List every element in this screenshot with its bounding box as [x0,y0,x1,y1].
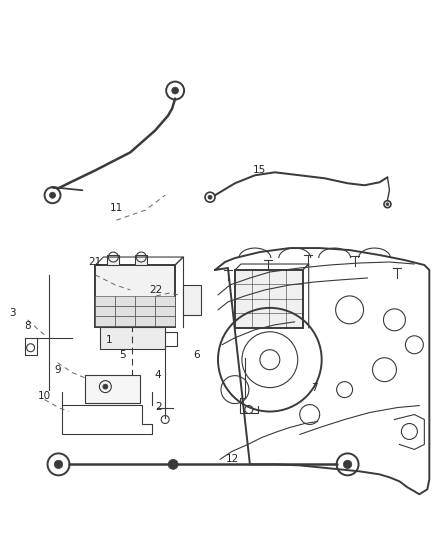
Text: 5: 5 [119,350,126,360]
Circle shape [103,384,108,389]
Bar [85,375,140,402]
Bar [100,327,165,349]
Bar [115,316,135,326]
Text: 3: 3 [9,308,16,318]
Text: 9: 9 [54,365,61,375]
Circle shape [386,203,389,206]
Bar [235,270,303,328]
Bar [115,306,135,316]
Bar [115,296,135,306]
Text: 2: 2 [155,401,162,411]
Circle shape [343,460,352,469]
Text: 8: 8 [24,321,31,331]
Text: 21: 21 [88,257,101,267]
Bar [95,316,115,326]
Text: 12: 12 [225,455,239,464]
Circle shape [49,192,56,198]
Text: 11: 11 [110,203,123,213]
Text: 7: 7 [311,383,318,393]
Bar [135,255,147,265]
Bar [155,316,175,326]
Bar [135,296,155,306]
Text: 4: 4 [155,370,162,379]
Circle shape [172,87,179,94]
Circle shape [168,459,178,470]
Circle shape [208,195,212,199]
Bar [155,306,175,316]
Bar [95,265,175,327]
Bar [107,255,119,265]
Text: 10: 10 [38,391,51,401]
Bar [183,285,201,315]
Text: 22: 22 [149,285,163,295]
Bar [95,296,115,306]
Text: 6: 6 [193,350,199,360]
Circle shape [54,460,63,469]
Bar [135,306,155,316]
Bar [95,306,115,316]
Bar [135,316,155,326]
Bar [155,296,175,306]
Text: 1: 1 [106,335,113,345]
Text: 15: 15 [253,165,266,175]
